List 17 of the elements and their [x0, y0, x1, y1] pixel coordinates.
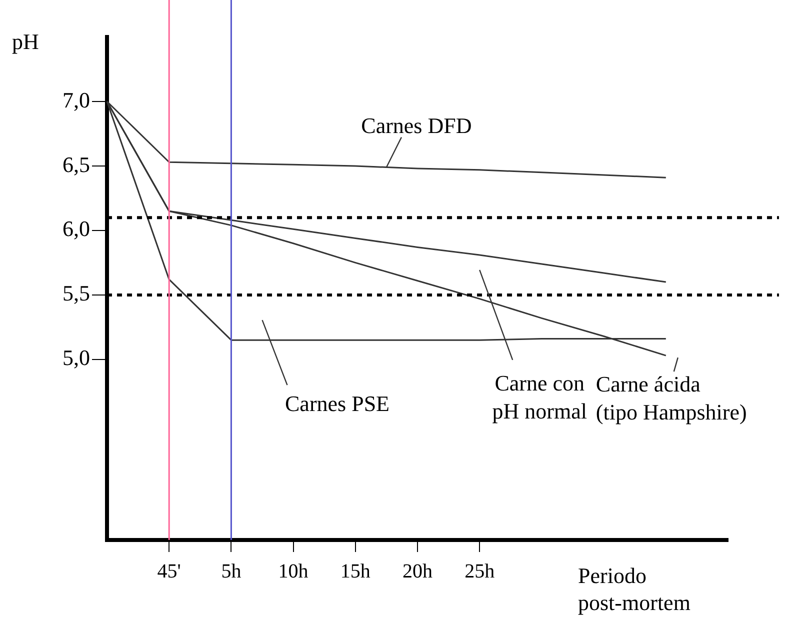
x-tick-label: 20h	[402, 560, 432, 582]
x-tick-label: 15h	[340, 560, 370, 582]
x-tick-label: 10h	[278, 560, 308, 582]
text: Carnes PSE	[285, 390, 390, 416]
y-axis-title: pH	[12, 28, 39, 54]
x-tick-label: 5h	[221, 560, 242, 582]
y-tick-label: 7,0	[62, 87, 90, 112]
x-axis-title: Periodo post-mortem	[578, 562, 690, 615]
y-tick-label: 5,5	[62, 280, 90, 306]
x-tick-label: 45'	[157, 560, 181, 582]
series-label: Carnes DFD	[361, 113, 472, 138]
y-tick-label: 6,5	[62, 152, 90, 177]
text: Carne con pH normal	[492, 370, 587, 424]
legend-label: Carne ácida (tipo Hampshire)	[596, 371, 747, 424]
y-tick-label: 6,0	[62, 216, 90, 242]
y-tick-label: 5,0	[62, 345, 90, 370]
x-tick-label: 25h	[464, 560, 495, 582]
